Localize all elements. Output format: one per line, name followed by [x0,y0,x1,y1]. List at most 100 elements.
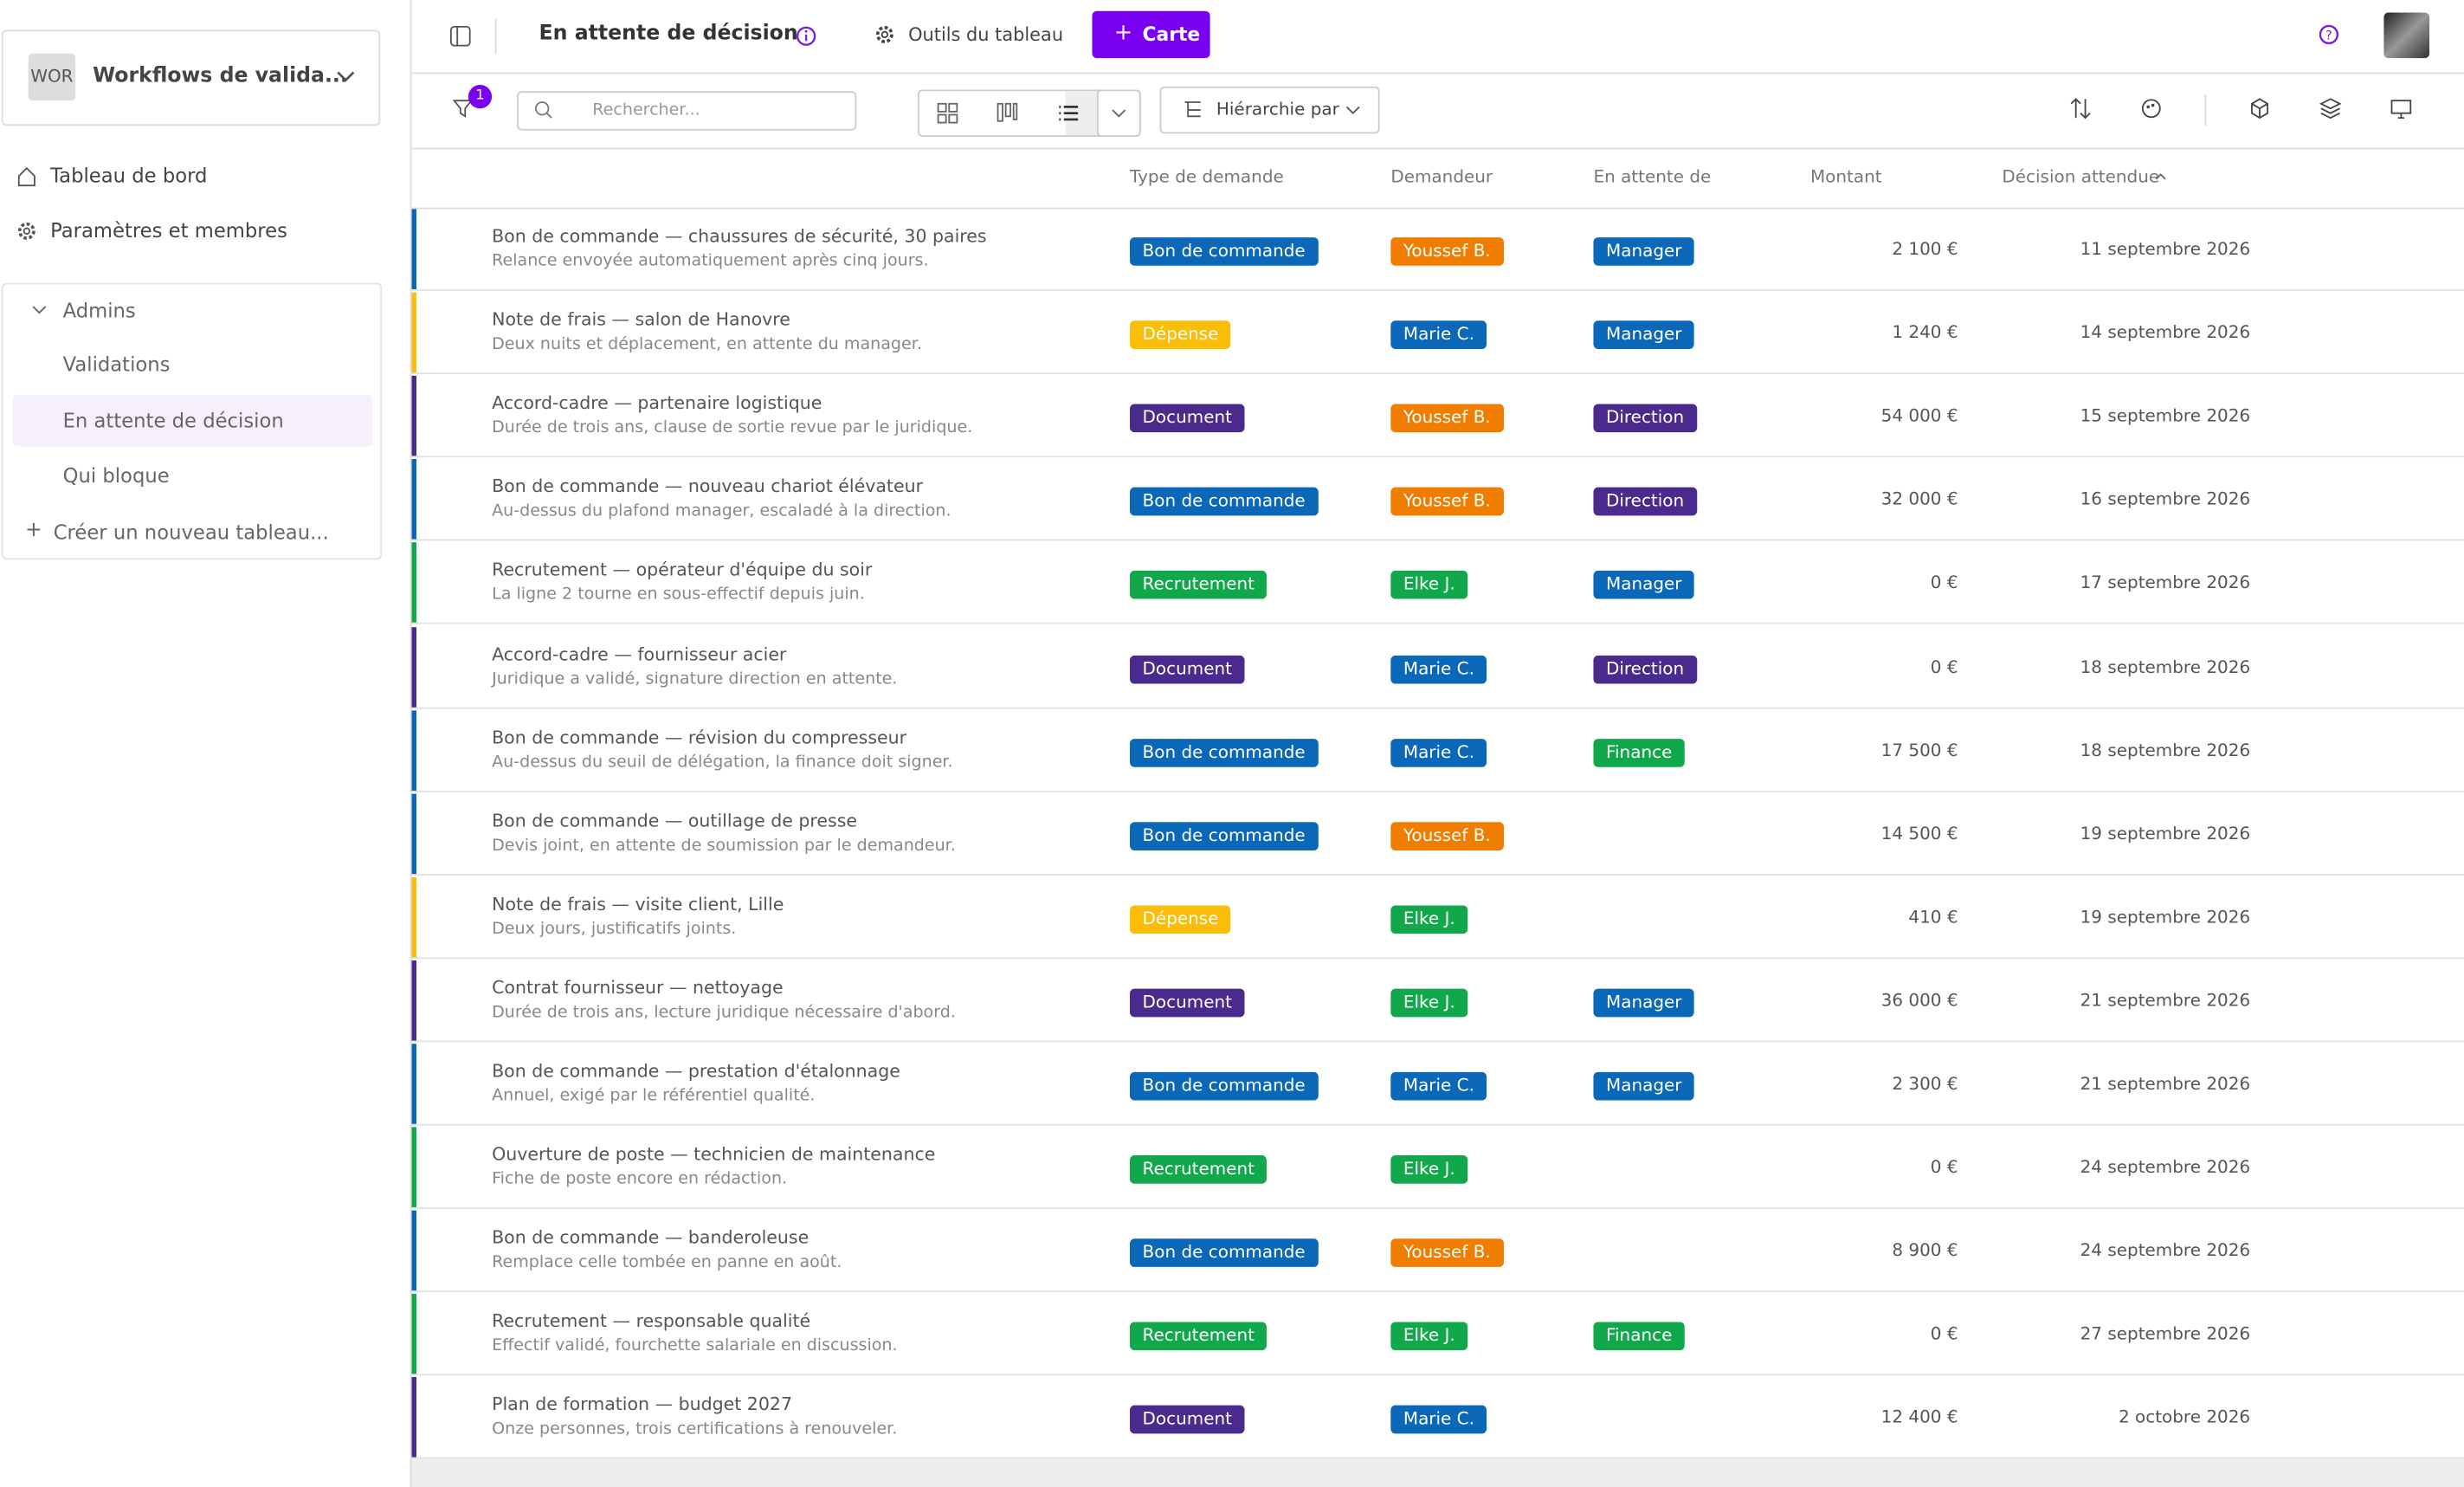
hierarchy-icon [1184,101,1201,118]
amount: 1 240 € [1892,322,1958,343]
table-row[interactable]: Plan de formation — budget 2027 Onze pers… [411,1376,2464,1460]
table-row[interactable]: Recrutement — opérateur d'équipe du soir… [411,541,2464,625]
requester-tag: Youssef B. [1390,404,1504,433]
type-tag: Document [1130,1406,1245,1435]
table-row[interactable]: Accord-cadre — fournisseur acier Juridiqu… [411,624,2464,708]
type-tag: Document [1130,988,1245,1018]
decision-date: 16 septembre 2026 [2080,489,2251,510]
avatar[interactable] [2383,12,2430,59]
column-header[interactable]: Décision attendue [2002,166,2160,187]
card-title: Note de frais — salon de Hanovre [492,309,790,331]
screen-icon[interactable] [2390,98,2412,120]
sort-indicator [2155,173,2166,180]
table-row[interactable]: Bon de commande — outillage de presse Dev… [411,792,2464,876]
board-tools[interactable]: Outils du tableau [908,23,1064,46]
kanban-view[interactable] [997,102,1018,124]
add-card-button[interactable]: + Carte [1092,10,1210,59]
decision-date: 21 septembre 2026 [2080,990,2251,1011]
amount: 36 000 € [1880,990,1958,1011]
card-subtitle: Durée de trois ans, lecture juridique né… [492,1002,956,1022]
chevron [337,71,355,82]
card-subtitle: Deux jours, justificatifs joints. [492,919,737,939]
grid-view[interactable] [937,102,958,124]
card-subtitle: Juridique a validé, signature direction … [492,669,898,689]
table-row[interactable]: Bon de commande — nouveau chariot élévat… [411,458,2464,541]
card-subtitle: Au-dessus du seuil de délégation, la fin… [492,752,953,772]
decision-date: 21 septembre 2026 [2080,1073,2251,1095]
cube-icon[interactable] [2248,98,2270,120]
waiting-tag: Direction [1593,404,1697,433]
decision-date: 18 septembre 2026 [2080,656,2251,677]
column-header[interactable]: En attente de [1593,166,1712,187]
table-row[interactable]: Bon de commande — révision du compresseu… [411,708,2464,792]
sidebar-toggle[interactable] [449,25,471,47]
view-menu[interactable] [1096,89,1141,137]
card-title: Bon de commande — outillage de presse [492,810,858,831]
sort-icon[interactable] [2069,98,2091,120]
board-link[interactable]: Validations [62,352,171,376]
board-link[interactable]: En attente de décision [12,393,373,446]
decision-date: 2 octobre 2026 [2118,1407,2251,1428]
table-row[interactable]: Ouverture de poste — technicien de maint… [411,1126,2464,1209]
workspace-switcher[interactable]: WOR Workflows de valida... [1,29,381,126]
column-header[interactable]: Demandeur [1390,166,1493,187]
filter-count: 1 [468,85,493,109]
search-box[interactable]: Rechercher... [517,91,857,131]
requester-tag: Elke J. [1390,571,1468,600]
column-header[interactable]: Type de demande [1130,166,1284,187]
requester-tag: Youssef B. [1390,488,1504,516]
amount: 0 € [1930,1323,1958,1345]
waiting-tag: Manager [1593,1071,1695,1101]
workspace-name: Workflows de valida... [93,64,348,88]
table-row[interactable]: Note de frais — visite client, Lille Deux… [411,876,2464,959]
hierarchy-button[interactable]: Hiérarchie par [1159,86,1380,134]
nav-link[interactable]: Tableau de bord [50,163,208,187]
card-title: Bon de commande — prestation d'étalonnag… [492,1061,900,1082]
layers-icon[interactable] [2319,98,2342,120]
amount: 410 € [1908,906,1958,928]
workspace-badge: WOR [28,53,76,101]
requester-tag: Marie C. [1390,1071,1487,1101]
nav-link[interactable]: Paramètres et membres [50,218,287,242]
amount: 2 300 € [1892,1073,1958,1095]
sidebar: WOR Workflows de valida... Tableau de bo… [0,0,412,1487]
main: En attente de décision Outils du tableau… [411,0,2464,1487]
column-header[interactable]: Montant [1809,166,1882,187]
table-row[interactable]: Recrutement — responsable qualité Effecti… [411,1293,2464,1376]
card-title: Plan de formation — budget 2027 [492,1394,792,1416]
group-name[interactable]: Admins [62,298,136,323]
palette-icon[interactable] [2140,98,2162,120]
requester-tag: Marie C. [1390,654,1487,683]
button-label: Carte [1142,23,1201,46]
requester-tag: Elke J. [1390,1155,1468,1184]
table-row[interactable]: Contrat fournisseur — nettoyage Durée de … [411,959,2464,1043]
requester-tag: Youssef B. [1390,821,1504,850]
type-stripe [411,1294,416,1374]
requester-tag: Marie C. [1390,1406,1487,1435]
table-row[interactable]: Note de frais — salon de Hanovre Deux nui… [411,291,2464,375]
card-subtitle: Durée de trois ans, clause de sortie rev… [492,418,973,437]
table-row[interactable]: Bon de commande — chaussures de sécurité… [411,208,2464,291]
decision-date: 19 septembre 2026 [2080,823,2251,844]
card-title: Ouverture de poste — technicien de maint… [492,1144,936,1166]
list-view[interactable] [1058,102,1080,124]
help-icon[interactable]: ? [2318,23,2339,45]
type-tag: Bon de commande [1130,738,1319,767]
board-link[interactable]: Qui bloque [62,463,170,488]
card-title: Recrutement — responsable qualité [492,1311,811,1332]
type-stripe [411,209,416,289]
decision-date: 19 septembre 2026 [2080,906,2251,928]
requester-tag: Elke J. [1390,988,1468,1018]
create-board[interactable]: Créer un nouveau tableau... [53,520,329,545]
table-row[interactable]: Bon de commande — banderoleuse Remplace c… [411,1209,2464,1293]
waiting-tag: Manager [1593,988,1695,1018]
info-icon[interactable] [795,25,816,47]
requester-tag: Elke J. [1390,905,1468,934]
type-tag: Bon de commande [1130,488,1319,516]
table-row[interactable]: Accord-cadre — partenaire logistique Duré… [411,374,2464,458]
table-row[interactable]: Bon de commande — prestation d'étalonnag… [411,1042,2464,1126]
board-title: En attente de décision [539,22,798,46]
decision-date: 17 septembre 2026 [2080,572,2251,593]
type-tag: Bon de commande [1130,821,1319,850]
